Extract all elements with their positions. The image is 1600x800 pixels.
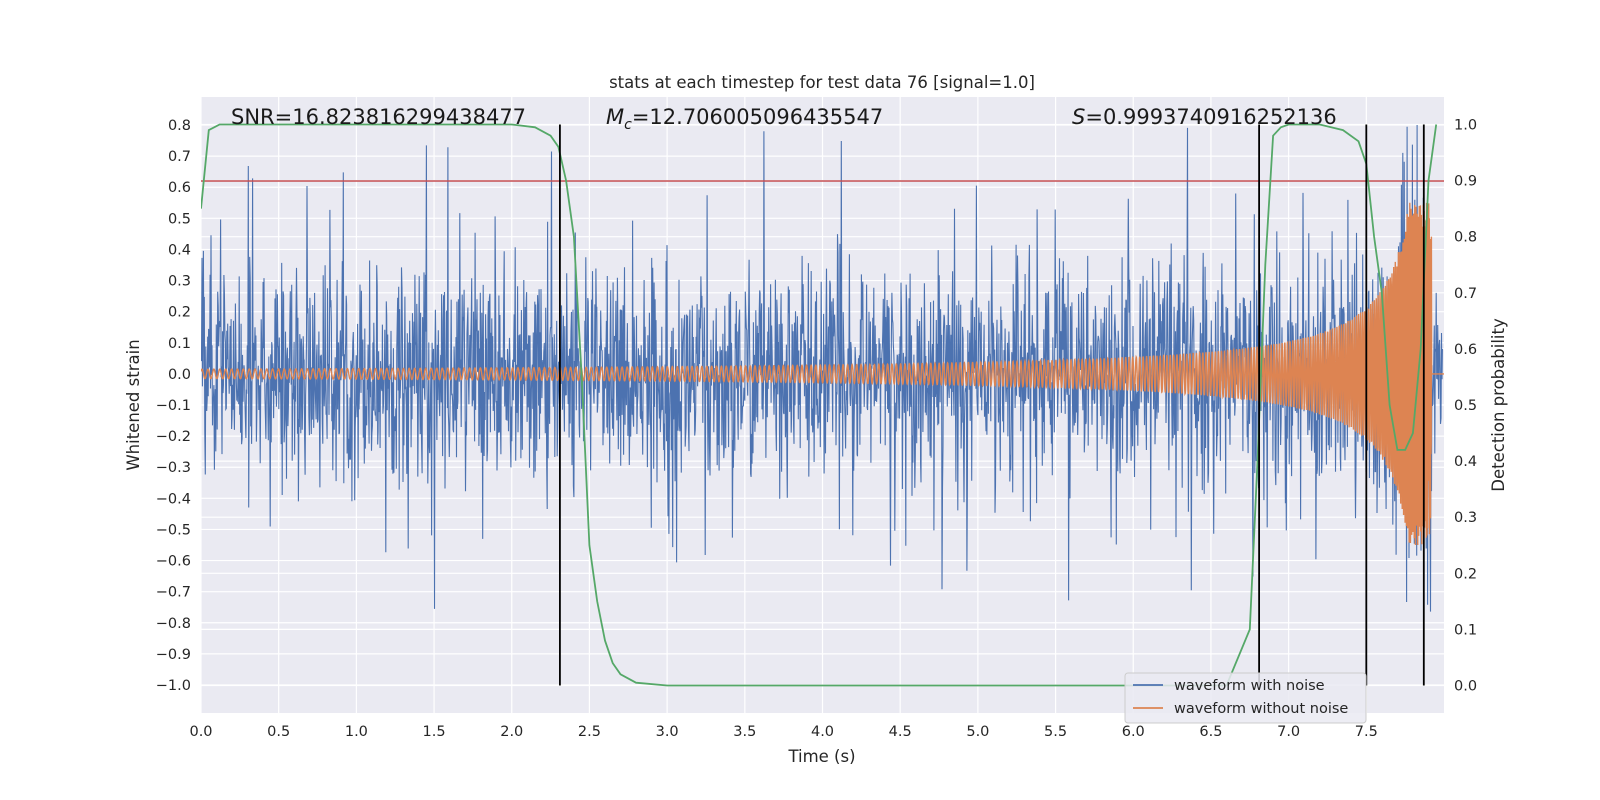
y-tick-label: 0.2 bbox=[168, 305, 191, 321]
y-tick-label: −0.7 bbox=[156, 585, 191, 601]
x-tick-label: 1.0 bbox=[345, 724, 368, 740]
x-tick-label: 0.5 bbox=[267, 724, 290, 740]
y-tick-label: 0.3 bbox=[168, 274, 191, 290]
y-tick-label: 0.5 bbox=[168, 211, 191, 227]
y-tick-label: 0.4 bbox=[168, 242, 191, 258]
y-tick-label: −0.4 bbox=[156, 491, 191, 507]
y2-tick-label: 1.0 bbox=[1454, 117, 1477, 133]
y2-axis-ticks: 1.0 0.9 0.8 0.7 0.6 0.5 0.4 0.3 0.2 0.1 0.0 bbox=[1454, 117, 1477, 694]
chirp-mass-value: =12.706005096435547 bbox=[632, 105, 883, 129]
y-tick-label: 0.0 bbox=[168, 367, 191, 383]
x-axis-ticks: 0.0 0.5 1.0 1.5 2.0 2.5 3.0 3.5 4.0 4.5 5.0 5.5 6.0 6… bbox=[189, 724, 1377, 740]
score-annotation: S=0.9993740916252136 bbox=[1072, 105, 1337, 129]
clean-waveform-series bbox=[201, 202, 1444, 546]
chirp-mass-subscript: c bbox=[624, 117, 632, 133]
detection-probability-line bbox=[201, 123, 1438, 687]
legend-label-clean: waveform without noise bbox=[1174, 701, 1348, 717]
detection-probability-series bbox=[201, 123, 1438, 687]
y2-tick-label: 0.8 bbox=[1454, 230, 1477, 246]
x-axis-label: Time (s) bbox=[787, 747, 855, 766]
x-tick-label: 0.0 bbox=[189, 724, 212, 740]
vertical-markers bbox=[559, 124, 1425, 686]
y2-axis-label: Detection probability bbox=[1489, 318, 1508, 492]
x-tick-label: 2.0 bbox=[500, 724, 523, 740]
y-axis-ticks: 0.8 0.7 0.6 0.5 0.4 0.3 0.2 0.1 0.0 −0.1 −0.2 −0.3 −… bbox=[156, 118, 191, 694]
y-tick-label: −0.2 bbox=[156, 429, 191, 445]
y2-tick-label: 0.1 bbox=[1454, 622, 1477, 638]
y2-tick-label: 0.9 bbox=[1454, 174, 1477, 190]
chirp-mass-annotation: Mc=12.706005096435547 bbox=[606, 105, 883, 133]
y2-tick-label: 0.2 bbox=[1454, 566, 1477, 582]
noisy-waveform-series bbox=[201, 124, 1443, 612]
legend: waveform with noise waveform without noi… bbox=[1124, 672, 1367, 724]
y2-tick-label: 0.7 bbox=[1454, 286, 1477, 302]
x-tick-label: 3.0 bbox=[656, 724, 679, 740]
y2-tick-label: 0.3 bbox=[1454, 510, 1477, 526]
y-tick-label: 0.1 bbox=[168, 336, 191, 352]
chirp-mass-symbol: M bbox=[606, 105, 624, 129]
x-tick-label: 6.0 bbox=[1122, 724, 1145, 740]
y-tick-label: −1.0 bbox=[156, 678, 191, 694]
x-tick-label: 7.0 bbox=[1277, 724, 1300, 740]
score-value: =0.9993740916252136 bbox=[1085, 105, 1336, 129]
x-tick-label: 7.5 bbox=[1355, 724, 1378, 740]
x-tick-label: 4.5 bbox=[889, 724, 912, 740]
x-tick-label: 3.5 bbox=[733, 724, 756, 740]
clean-waveform-line bbox=[201, 202, 1444, 546]
score-symbol: S bbox=[1072, 105, 1085, 129]
legend-box bbox=[1124, 672, 1367, 724]
y-tick-label: −0.1 bbox=[156, 398, 191, 414]
x-tick-label: 2.5 bbox=[578, 724, 601, 740]
y-tick-label: −0.3 bbox=[156, 460, 191, 476]
noisy-waveform-line bbox=[201, 124, 1443, 612]
y-axis-label: Whitened strain bbox=[124, 339, 143, 470]
x-tick-label: 5.5 bbox=[1044, 724, 1067, 740]
y-tick-label: −0.9 bbox=[156, 647, 191, 663]
y-tick-label: −0.8 bbox=[156, 616, 191, 632]
chart-title: stats at each timestep for test data 76 … bbox=[609, 73, 1035, 92]
x-tick-label: 4.0 bbox=[811, 724, 834, 740]
y-tick-label: −0.6 bbox=[156, 554, 191, 570]
y-tick-label: 0.8 bbox=[168, 118, 191, 134]
y-tick-label: −0.5 bbox=[156, 522, 191, 538]
y-tick-label: 0.6 bbox=[168, 180, 191, 196]
x-tick-label: 6.5 bbox=[1199, 724, 1222, 740]
y2-tick-label: 0.0 bbox=[1454, 679, 1477, 695]
legend-label-noise: waveform with noise bbox=[1174, 678, 1325, 694]
y2-tick-label: 0.4 bbox=[1454, 454, 1477, 470]
y2-tick-label: 0.5 bbox=[1454, 398, 1477, 414]
x-tick-label: 5.0 bbox=[966, 724, 989, 740]
x-tick-label: 1.5 bbox=[423, 724, 446, 740]
y2-tick-label: 0.6 bbox=[1454, 342, 1477, 358]
y-tick-label: 0.7 bbox=[168, 149, 191, 165]
snr-annotation: SNR=16.823816299438477 bbox=[231, 105, 526, 129]
